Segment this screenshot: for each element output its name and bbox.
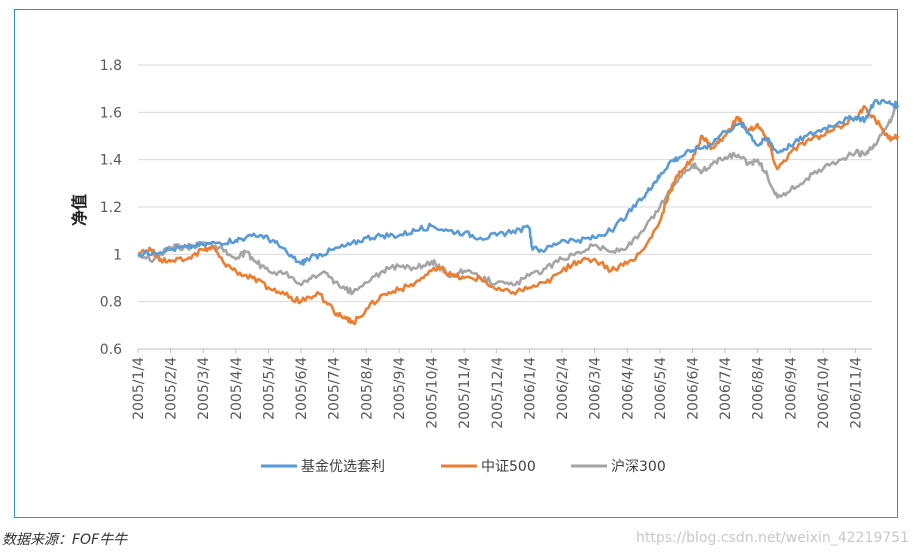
watermark: https://blog.csdn.net/weixin_42219751 (635, 530, 909, 546)
x-tick-label: 2005/4/4 (229, 357, 245, 420)
y-tick-label: 1.4 (100, 153, 122, 169)
y-tick-label: 1.6 (100, 105, 122, 121)
y-tick-label: 0.8 (100, 295, 122, 311)
x-tick-label: 2006/2/4 (555, 357, 571, 420)
series-line (137, 104, 899, 296)
x-tick-label: 2005/3/4 (196, 357, 212, 420)
x-tick-label: 2005/1/4 (131, 357, 147, 420)
source-note: 数据来源：FOF牛牛 (2, 532, 128, 548)
y-tick-label: 1 (113, 247, 122, 263)
grid-lines (138, 64, 872, 303)
legend-label: 基金优选套利 (301, 458, 385, 475)
line-chart: 0.60.811.21.41.61.8 2005/1/4 2005/2/4 2005… (70, 58, 899, 475)
x-tick-label: 2006/8/4 (751, 357, 767, 420)
y-tick-label: 1.8 (100, 58, 122, 74)
x-tick-label: 2006/10/4 (816, 357, 832, 429)
x-tick-label: 2005/6/4 (294, 357, 310, 420)
legend: 基金优选套利 中证500 沪深300 (261, 458, 666, 475)
x-tick-label: 2005/9/4 (392, 357, 408, 420)
x-tick-label: 2006/7/4 (718, 357, 734, 420)
legend-label: 中证500 (481, 459, 536, 475)
series-line (137, 104, 899, 326)
x-tick-label: 2005/11/4 (457, 357, 473, 429)
x-tick-label: 2005/5/4 (261, 357, 277, 420)
x-tick-label: 2006/1/4 (522, 357, 538, 420)
x-tick-label: 2006/4/4 (620, 357, 636, 420)
x-axis-ticks: 2005/1/4 2005/2/4 2005/3/4 2005/4/4 2005/5/4… (131, 349, 865, 429)
series-lines (137, 98, 899, 326)
x-tick-label: 2006/11/4 (849, 357, 865, 429)
x-tick-label: 2005/8/4 (359, 357, 375, 420)
x-tick-label: 2005/2/4 (164, 357, 180, 420)
x-tick-label: 2005/7/4 (327, 357, 343, 420)
x-tick-label: 2005/12/4 (490, 357, 506, 429)
x-tick-label: 2006/3/4 (588, 357, 604, 420)
legend-label: 沪深300 (611, 459, 666, 475)
x-tick-label: 2005/10/4 (425, 357, 441, 429)
chart-frame: 0.6 0.8 1 1.2 1.4 1.6 1.8 2005/1/4 2005/2/4 2005… (14, 9, 899, 518)
y-tick-label: 0.6 (100, 342, 122, 358)
y-axis-label: 净值 (70, 194, 89, 226)
x-tick-label: 2006/6/4 (685, 357, 701, 420)
x-tick-label: 2006/9/4 (783, 357, 799, 420)
y-tick-label: 1.2 (100, 200, 122, 216)
series-line (137, 98, 899, 266)
x-tick-label: 2006/5/4 (653, 357, 669, 420)
y-axis-ticks: 0.6 0.8 1 1.2 1.4 1.6 1.8 (100, 58, 122, 358)
